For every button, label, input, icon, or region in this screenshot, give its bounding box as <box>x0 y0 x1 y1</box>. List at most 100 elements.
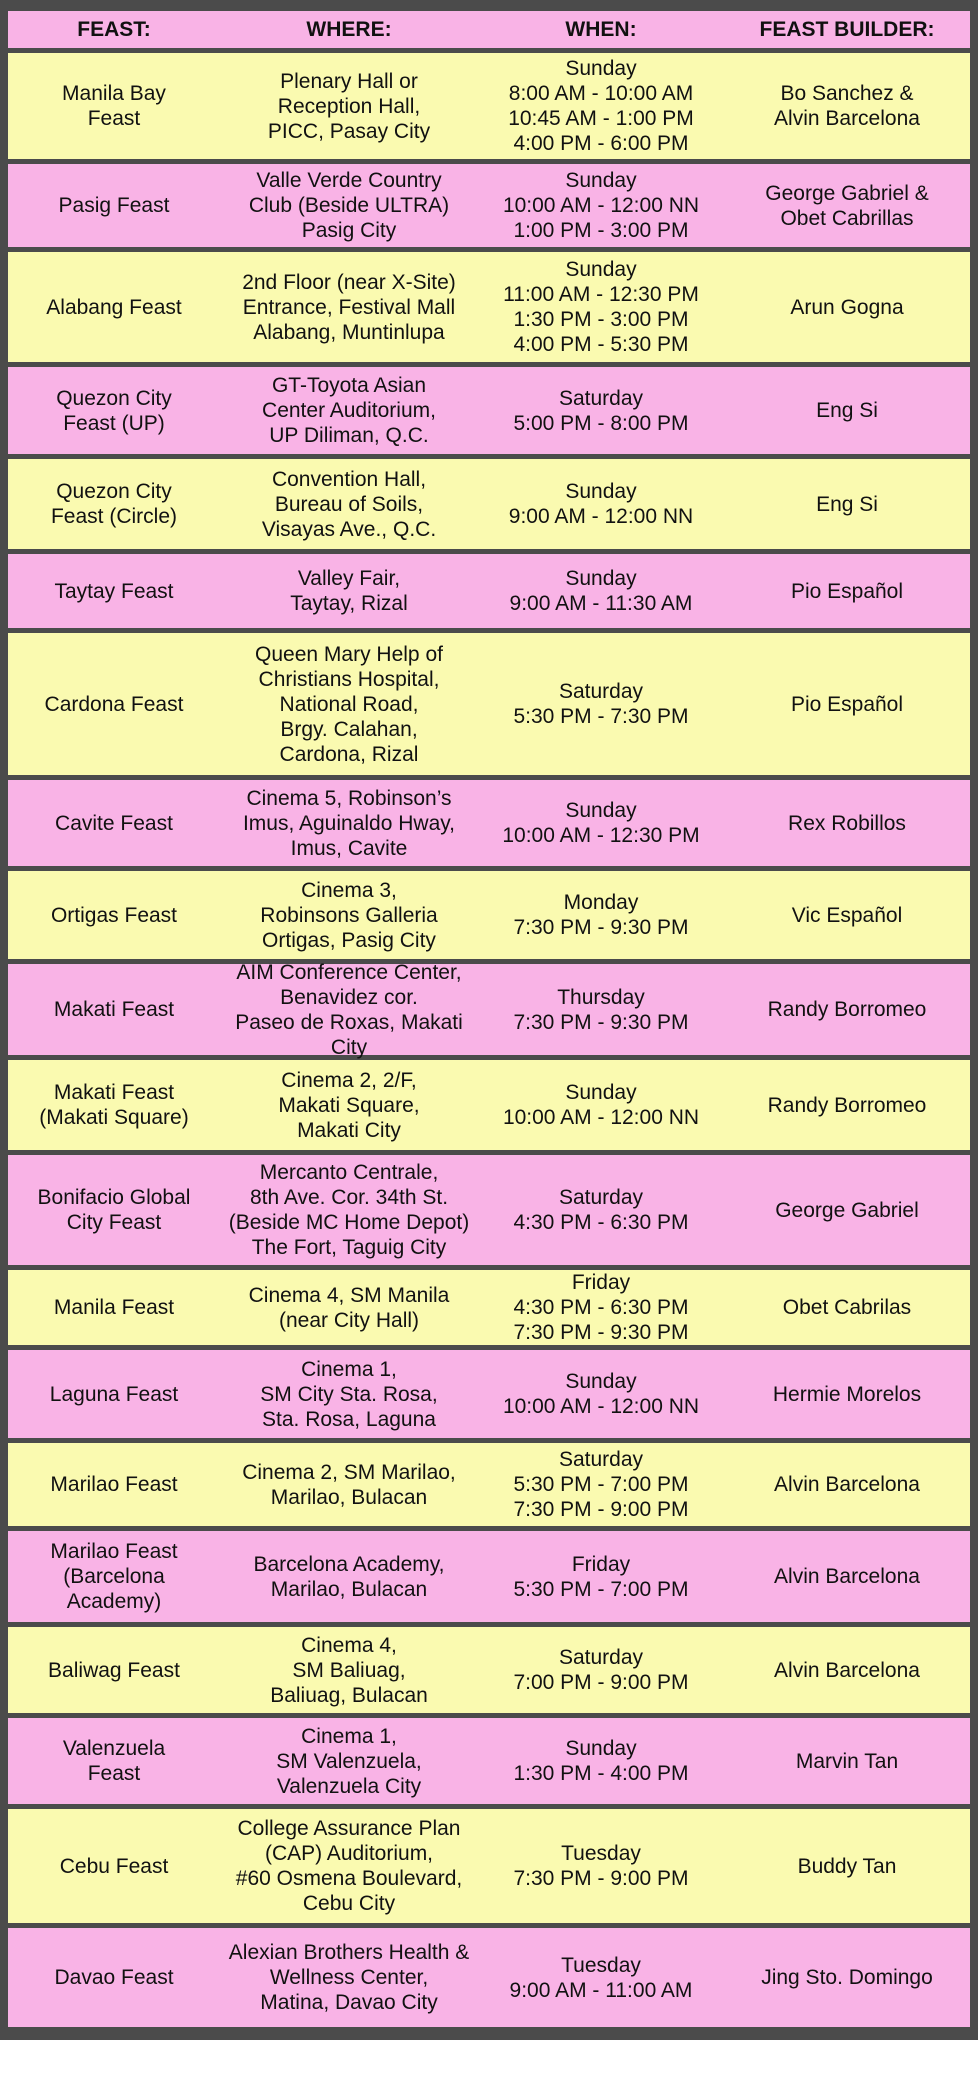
cell-line: Alvin Barcelona <box>774 107 920 130</box>
cell-builder: Eng Si <box>724 492 970 517</box>
cell-feast: Manila Feast <box>8 1295 220 1320</box>
cell-feast: Manila Bay Feast <box>8 81 220 131</box>
cell-line: 10:00 AM - 12:00 NN <box>502 194 700 217</box>
cell-line: 9:00 AM - 11:00 AM <box>509 1978 693 2002</box>
cell-line: Cinema 3, <box>301 878 397 902</box>
cell-line: Sunday <box>565 1370 637 1393</box>
table-row: Makati Feast AIM Conference Center, Benavi… <box>8 961 970 1059</box>
cell-line: Valley Fair, <box>297 567 401 590</box>
cell-line: Sunday <box>565 1081 637 1104</box>
cell-feast: Laguna Feast <box>8 1382 220 1407</box>
cell-feast: Ortigas Feast <box>8 903 220 928</box>
cell-when: Saturday 4:30 PM - 6:30 PM <box>478 1185 724 1235</box>
table-row: Davao Feast Alexian Brothers Health & Well… <box>8 1928 970 2027</box>
table-row: Laguna Feast Cinema 1, SM City Sta. Rosa, S… <box>8 1350 970 1438</box>
cell-when: Sunday 9:00 AM - 12:00 NN <box>478 479 724 529</box>
table-row: Bonifacio Global City Feast Mercanto Centr… <box>8 1155 970 1265</box>
cell-when: Saturday 5:30 PM - 7:00 PM 7:30 PM - 9:00 … <box>478 1447 724 1522</box>
cell-line: Brgy. Calahan, <box>280 717 418 741</box>
cell-feast: Marilao Feast (Barcelona Academy) <box>8 1539 220 1614</box>
cell-where: AIM Conference Center, Benavidez cor. Pase… <box>220 960 478 1060</box>
cell-when: Friday 4:30 PM - 6:30 PM 7:30 PM - 9:30 PM <box>478 1270 724 1345</box>
cell-when: Sunday 8:00 AM - 10:00 AM 10:45 AM - 1:00 … <box>478 56 724 156</box>
cell-where: College Assurance Plan (CAP) Auditorium, #… <box>220 1816 478 1916</box>
cell-where: Cinema 4, SM Baliuag, Baliuag, Bulacan <box>220 1633 478 1708</box>
cell-line: Pasig Feast <box>58 194 170 217</box>
cell-where: Valle Verde Country Club (Beside ULTRA) Pa… <box>220 168 478 243</box>
cell-feast: Valenzuela Feast <box>8 1736 220 1786</box>
cell-line: Hermie Morelos <box>772 1382 922 1406</box>
cell-line: 2nd Floor (near X-Site) <box>242 270 456 294</box>
table-row: Baliwag Feast Cinema 4, SM Baliuag, Baliuag… <box>8 1627 970 1713</box>
cell-feast: Marilao Feast <box>8 1472 220 1497</box>
cell-line: Saturday <box>558 1646 644 1669</box>
cell-line: Saturday <box>558 1186 644 1209</box>
cell-when: Monday 7:30 PM - 9:30 PM <box>478 890 724 940</box>
cell-line: SM Baliuag, <box>292 1658 406 1682</box>
cell-line: Baliwag Feast <box>48 1658 180 1682</box>
cell-line: Manila Feast <box>53 1296 175 1319</box>
cell-feast: Taytay Feast <box>8 579 220 604</box>
cell-line: Christians Hospital, <box>258 667 440 691</box>
cell-line: 10:00 AM - 12:30 PM <box>502 824 700 847</box>
cell-line: Academy) <box>66 1590 162 1613</box>
cell-line: 4:00 PM - 6:00 PM <box>513 132 689 155</box>
cell-where: GT-Toyota Asian Center Auditorium, UP Dili… <box>220 373 478 448</box>
cell-line: Feast (Circle) <box>50 505 177 528</box>
cell-builder: Buddy Tan <box>724 1854 970 1879</box>
cell-line: 4:00 PM - 5:30 PM <box>513 333 689 356</box>
cell-builder: Alvin Barcelona <box>724 1658 970 1683</box>
table-row: Makati Feast (Makati Square) Cinema 2, 2/F… <box>8 1060 970 1150</box>
cell-line: Cebu Feast <box>59 1854 169 1878</box>
cell-line: 1:30 PM - 3:00 PM <box>513 308 689 331</box>
cell-feast: Quezon City Feast (Circle) <box>8 479 220 529</box>
cell-line: Alexian Brothers Health & <box>228 1941 470 1964</box>
cell-when: Sunday 11:00 AM - 12:30 PM 1:30 PM - 3:00 … <box>478 257 724 357</box>
cell-feast: Davao Feast <box>8 1965 220 1990</box>
cell-when: Sunday 9:00 AM - 11:30 AM <box>478 566 724 616</box>
cell-line: Barcelona Academy, <box>253 1552 445 1576</box>
cell-line: Wellness Center, <box>269 1966 429 1989</box>
cell-builder: Vic Español <box>724 903 970 928</box>
cell-line: Tuesday <box>561 1842 641 1865</box>
cell-builder: Arun Gogna <box>724 295 970 320</box>
table-row: Marilao Feast Cinema 2, SM Marilao, Marila… <box>8 1443 970 1526</box>
table-header: FEAST: WHERE: WHEN: FEAST BUILDER: <box>8 11 970 48</box>
cell-line: Buddy Tan <box>797 1854 897 1878</box>
cell-line: Cardona, Rizal <box>279 742 419 766</box>
cell-where: Mercanto Centrale, 8th Ave. Cor. 34th St.… <box>220 1160 478 1260</box>
cell-line: 9:00 AM - 11:30 AM <box>509 592 693 615</box>
cell-line: Robinsons Galleria <box>260 903 438 927</box>
cell-line: Valenzuela <box>62 1737 166 1760</box>
cell-line: Feast <box>87 1762 141 1785</box>
cell-line: Ortigas Feast <box>50 903 178 927</box>
cell-line: Valle Verde Country <box>256 169 442 192</box>
cell-line: Cinema 4, <box>301 1633 397 1657</box>
cell-line: Randy Borromeo <box>767 998 927 1021</box>
cell-line: George Gabriel <box>775 1198 919 1222</box>
cell-when: Sunday 1:30 PM - 4:00 PM <box>478 1736 724 1786</box>
cell-when: Tuesday 9:00 AM - 11:00 AM <box>478 1953 724 2003</box>
cell-line: 9:00 AM - 12:00 NN <box>508 505 694 528</box>
cell-line: 5:30 PM - 7:00 PM <box>513 1577 689 1601</box>
cell-line: Visayas Ave., Q.C. <box>261 517 437 541</box>
cell-line: Manila Bay <box>62 82 166 105</box>
cell-line: Saturday <box>558 680 644 703</box>
cell-line: Cebu City <box>302 1892 396 1915</box>
cell-line: Benavidez cor. <box>280 985 418 1009</box>
cell-line: Arun Gogna <box>790 295 904 319</box>
cell-builder: Alvin Barcelona <box>724 1472 970 1497</box>
cell-line: Taytay, Rizal <box>290 592 408 615</box>
header-builder: FEAST BUILDER: <box>759 18 935 41</box>
cell-line: 7:30 PM - 9:00 PM <box>513 1867 689 1890</box>
cell-line: Reception Hall, <box>277 94 421 118</box>
cell-line: Baliuag, Bulacan <box>270 1683 428 1707</box>
cell-where: Cinema 1, SM Valenzuela, Valenzuela City <box>220 1724 478 1799</box>
cell-builder: George Gabriel <box>724 1198 970 1223</box>
cell-line: Pio Español <box>790 579 904 603</box>
cell-line: (Beside MC Home Depot) <box>228 1211 470 1234</box>
cell-when: Sunday 10:00 AM - 12:00 NN <box>478 1369 724 1419</box>
cell-line: 5:00 PM - 8:00 PM <box>513 411 689 435</box>
cell-line: Cinema 4, SM Manila <box>248 1283 450 1307</box>
table-row: Ortigas Feast Cinema 3, Robinsons Galleria… <box>8 871 970 959</box>
